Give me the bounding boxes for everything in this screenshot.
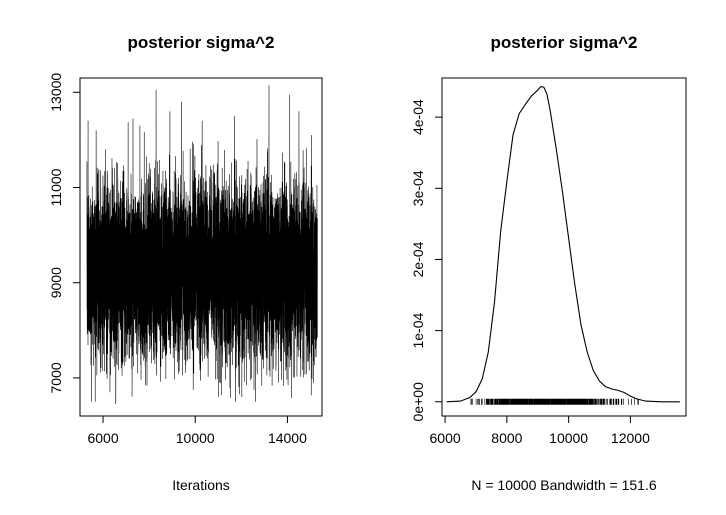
density-x-axis: 6000 8000 10000 12000 [430, 415, 650, 446]
trace-line [86, 85, 318, 405]
x-tick-label: 12000 [611, 430, 650, 446]
x-tick-label: 10000 [549, 430, 588, 446]
x-tick-label: 14000 [268, 430, 307, 446]
density-plot-frame [441, 77, 687, 417]
y-tick-label: 4e-04 [410, 99, 426, 135]
y-tick-label: 7000 [48, 362, 64, 393]
rug-marks [470, 398, 639, 405]
trace-panel: posterior sigma^2 6000 10000 14000 7000 900… [48, 33, 323, 493]
density-title: posterior sigma^2 [491, 33, 638, 52]
x-tick-label: 6000 [87, 430, 118, 446]
y-tick-label: 3e-04 [410, 170, 426, 206]
trace-y-axis: 7000 9000 11000 13000 [48, 73, 81, 393]
x-tick-label: 8000 [491, 430, 522, 446]
density-rug [470, 398, 639, 405]
y-tick-label: 9000 [48, 267, 64, 298]
trace-x-axis-label: Iterations [172, 477, 230, 493]
y-tick-label: 13000 [48, 73, 64, 112]
density-y-axis: 0e+00 1e-04 2e-04 3e-04 4e-04 [410, 99, 443, 422]
y-tick-label: 11000 [48, 168, 64, 206]
density-line [446, 85, 680, 403]
density-panel: posterior sigma^2 6000 8000 10000 12000 0e+… [410, 33, 687, 493]
density-x-axis-label: N = 10000 Bandwidth = 151.6 [471, 477, 656, 493]
x-tick-label: 6000 [430, 430, 461, 446]
y-tick-label: 1e-04 [410, 312, 426, 348]
trace-x-axis: 6000 10000 14000 [87, 415, 307, 446]
y-tick-label: 2e-04 [410, 241, 426, 277]
y-tick-label: 0e+00 [410, 382, 426, 422]
x-tick-label: 10000 [176, 430, 215, 446]
trace-title: posterior sigma^2 [128, 33, 275, 52]
